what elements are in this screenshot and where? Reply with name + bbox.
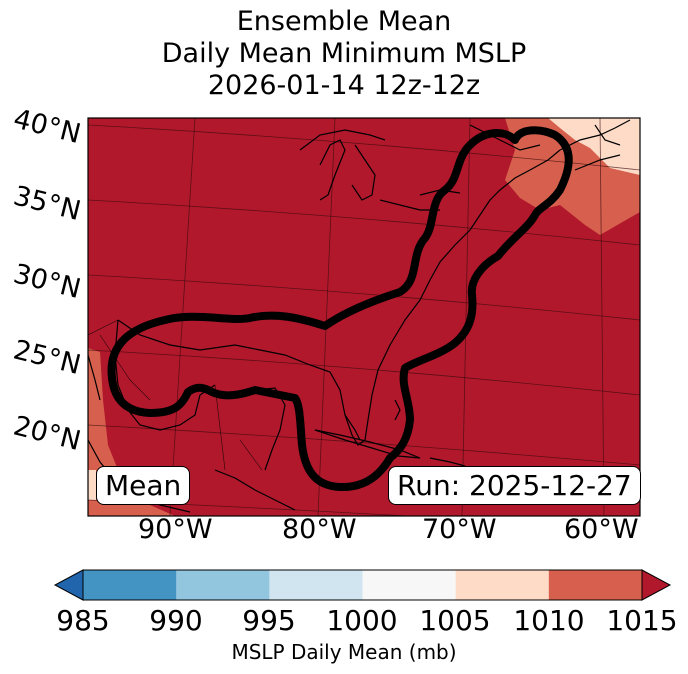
cb-tick-1010: 1010 xyxy=(513,604,585,637)
lon-label-60w: 60°W xyxy=(564,514,639,545)
cb-tick-1000: 1000 xyxy=(326,604,398,637)
colorbar-segment-5 xyxy=(548,570,643,600)
lon-label-90w: 90°W xyxy=(138,514,213,545)
colorbar-extend-low xyxy=(53,569,84,601)
map-frame xyxy=(87,117,641,517)
mslp-band-1005-sw xyxy=(88,470,96,500)
cb-tick-990: 990 xyxy=(149,604,203,637)
borders xyxy=(88,319,263,471)
cb-tick-1015: 1015 xyxy=(606,604,678,637)
lon-label-80w: 80°W xyxy=(282,514,357,545)
mean-label-box: Mean xyxy=(96,466,191,505)
colorbar-label: MSLP Daily Mean (mb) xyxy=(231,640,457,664)
mslp-contour-1015 xyxy=(107,126,573,492)
colorbar-segment-3 xyxy=(362,570,457,600)
mslp-band-1005 xyxy=(548,118,640,175)
title-line-3: 2026-01-14 12z-12z xyxy=(207,70,481,101)
cb-tick-995: 995 xyxy=(242,604,296,637)
colorbar-segment-4 xyxy=(455,570,550,600)
cb-tick-985: 985 xyxy=(56,604,110,637)
colorbar-segment-2 xyxy=(269,570,363,600)
map-area xyxy=(88,118,640,516)
run-date-box: Run: 2025-12-27 xyxy=(388,466,641,505)
title-line-2: Daily Mean Minimum MSLP xyxy=(161,38,527,69)
lon-label-70w: 70°W xyxy=(422,514,497,545)
colorbar-segment-1 xyxy=(176,570,270,600)
cb-tick-1005: 1005 xyxy=(419,604,491,637)
colorbar-outline xyxy=(82,569,643,601)
colorbar-extend-high xyxy=(641,569,672,601)
title-line-1: Ensemble Mean xyxy=(236,6,452,37)
colorbar-segment-0 xyxy=(83,570,177,600)
